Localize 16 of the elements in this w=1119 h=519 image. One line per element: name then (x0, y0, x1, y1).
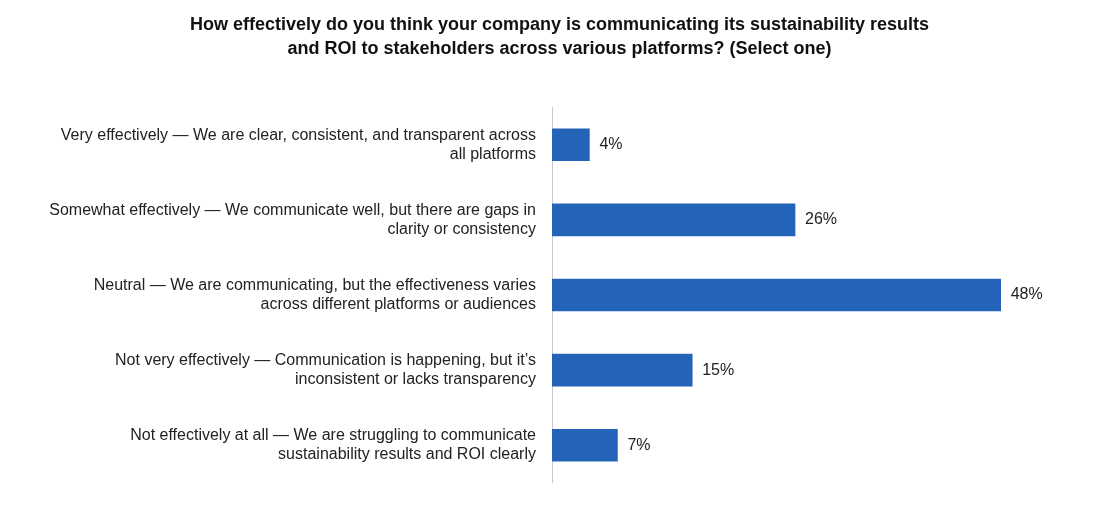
bar (552, 428, 618, 462)
data-label: 7% (627, 435, 651, 453)
y-tick-label: Somewhat effectively — We communicate well, but there are gaps in clarity or consistency (49, 200, 536, 237)
bar (552, 353, 693, 387)
y-tick-label: Neutral — We are communicating, but the effectiveness varies across different platforms or audiences (93, 275, 536, 313)
bar (552, 278, 1001, 312)
y-tick-label: Not effectively at all — We are struggling to communicate sustainability results and ROI clearly (130, 426, 537, 463)
chart-title: How effectively do you think your company is communicating its sustainability results and ROI to stakeholders across various platforms? (Select one) (188, 13, 931, 60)
bar (552, 203, 796, 237)
y-tick-label: Very effectively — We are clear, consistent, and transparent across all platforms (60, 125, 536, 162)
y-tick-label: Not very effectively — Communication is happening, but it’s inconsistent or lacks transparency (115, 350, 536, 388)
data-label: 15% (702, 360, 735, 378)
data-label: 4% (599, 135, 623, 153)
data-label: 48% (1010, 285, 1043, 303)
data-label: 26% (805, 210, 838, 228)
bar (552, 128, 590, 162)
